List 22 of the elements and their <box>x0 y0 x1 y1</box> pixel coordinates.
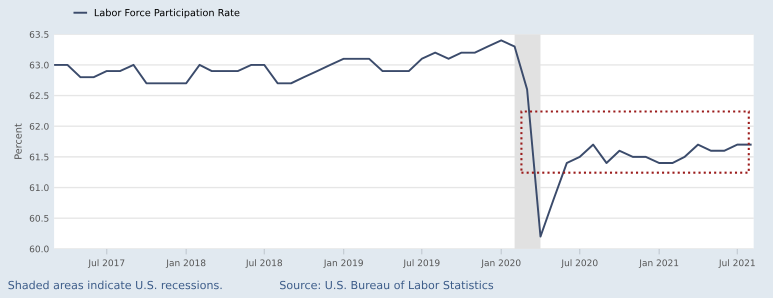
x-tick-label: Jul 2017 <box>88 259 124 268</box>
legend-label: Labor Force Participation Rate <box>94 8 240 18</box>
y-tick-label: 63.0 <box>30 62 49 68</box>
x-tick-label: Jul 2019 <box>402 259 440 268</box>
y-tick-label: 60.5 <box>30 214 48 222</box>
y-tick-label: 60.0 <box>30 246 49 252</box>
x-tick-label: Jul 2018 <box>245 259 282 268</box>
x-tick-label: Jan 2019 <box>323 259 363 268</box>
x-tick-label: Jul 2020 <box>560 259 598 268</box>
y-tick-label: 61.5 <box>30 154 48 160</box>
y-tick-label: 62.5 <box>30 92 48 100</box>
x-tick-label: Jul 2021 <box>718 259 755 268</box>
line-series <box>54 39 752 238</box>
y-tick-label: 62.0 <box>30 122 49 130</box>
x-tick-label: Jan 2020 <box>480 259 520 268</box>
x-tick-label: Jan 2021 <box>638 259 678 268</box>
text: Shaded areas indicate U.S. recessions. <box>8 280 222 290</box>
y-tick-label: 63.5 <box>30 31 48 38</box>
source-note: Source: U.S. Bureau of Labor Statistics <box>280 280 494 290</box>
x-tick-label: Jan 2018 <box>166 259 206 268</box>
y-axis-title: Percent <box>14 124 22 159</box>
y-tick-label: 61.0 <box>30 184 49 192</box>
